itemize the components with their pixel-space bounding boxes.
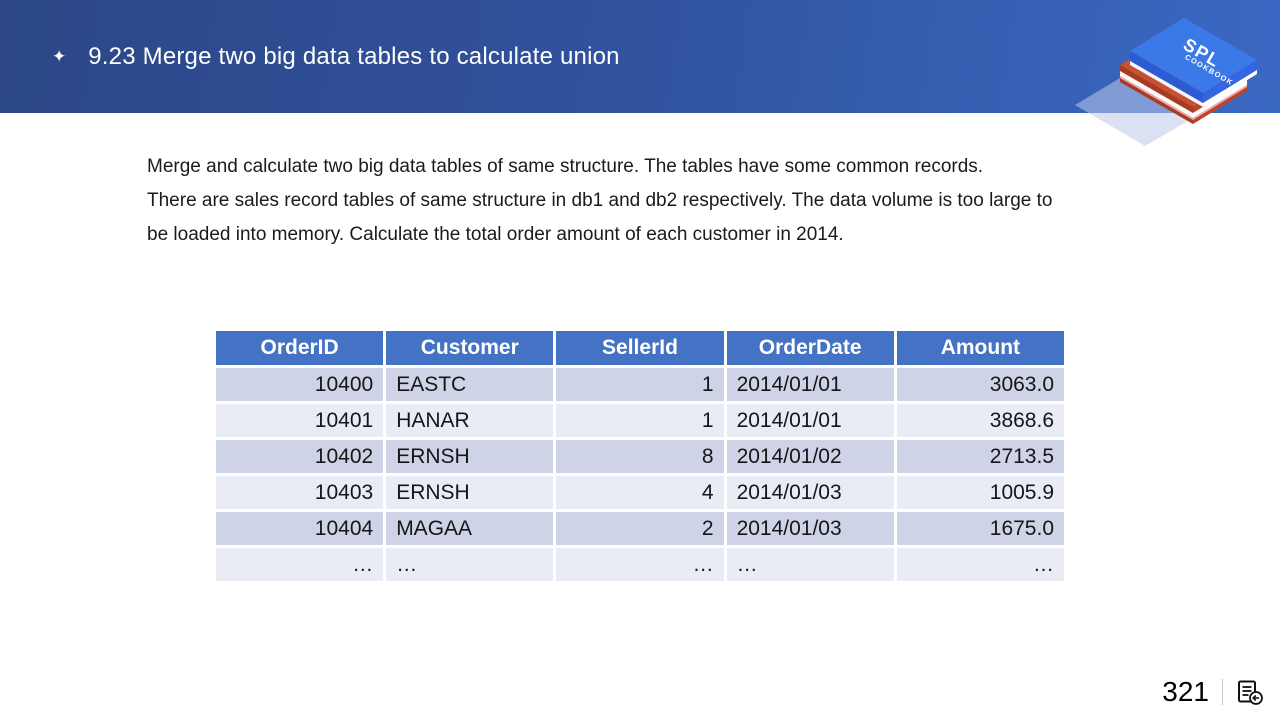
column-header-amount: Amount <box>893 328 1068 368</box>
cell-customer: ERNSH <box>383 473 557 512</box>
table-row: 10404 MAGAA 2 2014/01/03 1675.0 <box>212 509 1068 548</box>
cell-orderdate: 2014/01/03 <box>723 509 897 548</box>
cell-orderid: … <box>212 545 387 584</box>
cell-orderdate: 2014/01/01 <box>723 365 897 404</box>
page-title: 9.23 Merge two big data tables to calcul… <box>88 42 620 70</box>
cell-sellerid: 2 <box>553 509 727 548</box>
cell-orderdate: 2014/01/02 <box>723 437 897 476</box>
orders-table: OrderID Customer SellerId OrderDate Amou… <box>212 328 1068 584</box>
column-header-orderdate: OrderDate <box>723 328 897 368</box>
red-book-pink-line-right <box>1193 85 1247 120</box>
cell-amount: 3868.6 <box>893 401 1068 440</box>
cell-sellerid: 1 <box>553 365 727 404</box>
cell-customer: ERNSH <box>383 437 557 476</box>
blue-book-pages-right <box>1203 70 1257 107</box>
cell-orderdate: … <box>723 545 897 584</box>
cell-customer: MAGAA <box>383 509 557 548</box>
description-line-2: There are sales record tables of same st… <box>147 190 1053 211</box>
cell-sellerid: 1 <box>553 401 727 440</box>
red-book-pink-line-left <box>1120 76 1193 120</box>
cell-amount: 1005.9 <box>893 473 1068 512</box>
toc-return-icon[interactable] <box>1236 678 1264 706</box>
description-line-3: be loaded into memory. Calculate the tot… <box>147 224 844 245</box>
cell-customer: HANAR <box>383 401 557 440</box>
column-header-customer: Customer <box>383 328 557 368</box>
page-number: 321 <box>1162 676 1209 707</box>
footer: 321 <box>1162 676 1264 708</box>
spl-cookbook-logo: SPL COOKBOOK <box>1075 18 1257 146</box>
cell-orderdate: 2014/01/01 <box>723 401 897 440</box>
header-band: ✦ 9.23 Merge two big data tables to calc… <box>0 0 1280 113</box>
table-row: 10403 ERNSH 4 2014/01/03 1005.9 <box>212 473 1068 512</box>
column-header-orderid: OrderID <box>212 328 387 368</box>
cell-sellerid: … <box>553 545 727 584</box>
table-row: 10401 HANAR 1 2014/01/01 3868.6 <box>212 401 1068 440</box>
table-row-ellipsis: … … … … … <box>212 545 1068 584</box>
book-shadow <box>1075 69 1207 146</box>
star-bullet-icon: ✦ <box>52 47 67 66</box>
cell-amount: 2713.5 <box>893 437 1068 476</box>
blue-book-cover <box>1130 18 1257 93</box>
table-row: 10402 ERNSH 8 2014/01/02 2713.5 <box>212 437 1068 476</box>
red-book-pages-left <box>1120 71 1193 118</box>
red-book-pages-right <box>1193 80 1247 118</box>
cell-orderid: 10403 <box>212 473 387 512</box>
cell-orderdate: 2014/01/03 <box>723 473 897 512</box>
description: Merge and calculate two big data tables … <box>147 150 1157 252</box>
cell-sellerid: 8 <box>553 437 727 476</box>
cell-customer: … <box>383 545 557 584</box>
column-header-sellerid: SellerId <box>553 328 727 368</box>
cell-orderid: 10401 <box>212 401 387 440</box>
cell-amount: 3063.0 <box>893 365 1068 404</box>
description-line-1: Merge and calculate two big data tables … <box>147 156 984 177</box>
table-header-row: OrderID Customer SellerId OrderDate Amou… <box>212 328 1068 368</box>
blue-book-side-right <box>1203 60 1257 103</box>
table-row: 10400 EASTC 1 2014/01/01 3063.0 <box>212 365 1068 404</box>
cell-amount: … <box>893 545 1068 584</box>
blue-book-side-left <box>1130 51 1203 103</box>
cell-amount: 1675.0 <box>893 509 1068 548</box>
blue-book-pages-left <box>1130 61 1203 107</box>
footer-divider <box>1222 679 1223 705</box>
cell-orderid: 10400 <box>212 365 387 404</box>
cell-orderid: 10404 <box>212 509 387 548</box>
cell-sellerid: 4 <box>553 473 727 512</box>
cell-customer: EASTC <box>383 365 557 404</box>
cell-orderid: 10402 <box>212 437 387 476</box>
